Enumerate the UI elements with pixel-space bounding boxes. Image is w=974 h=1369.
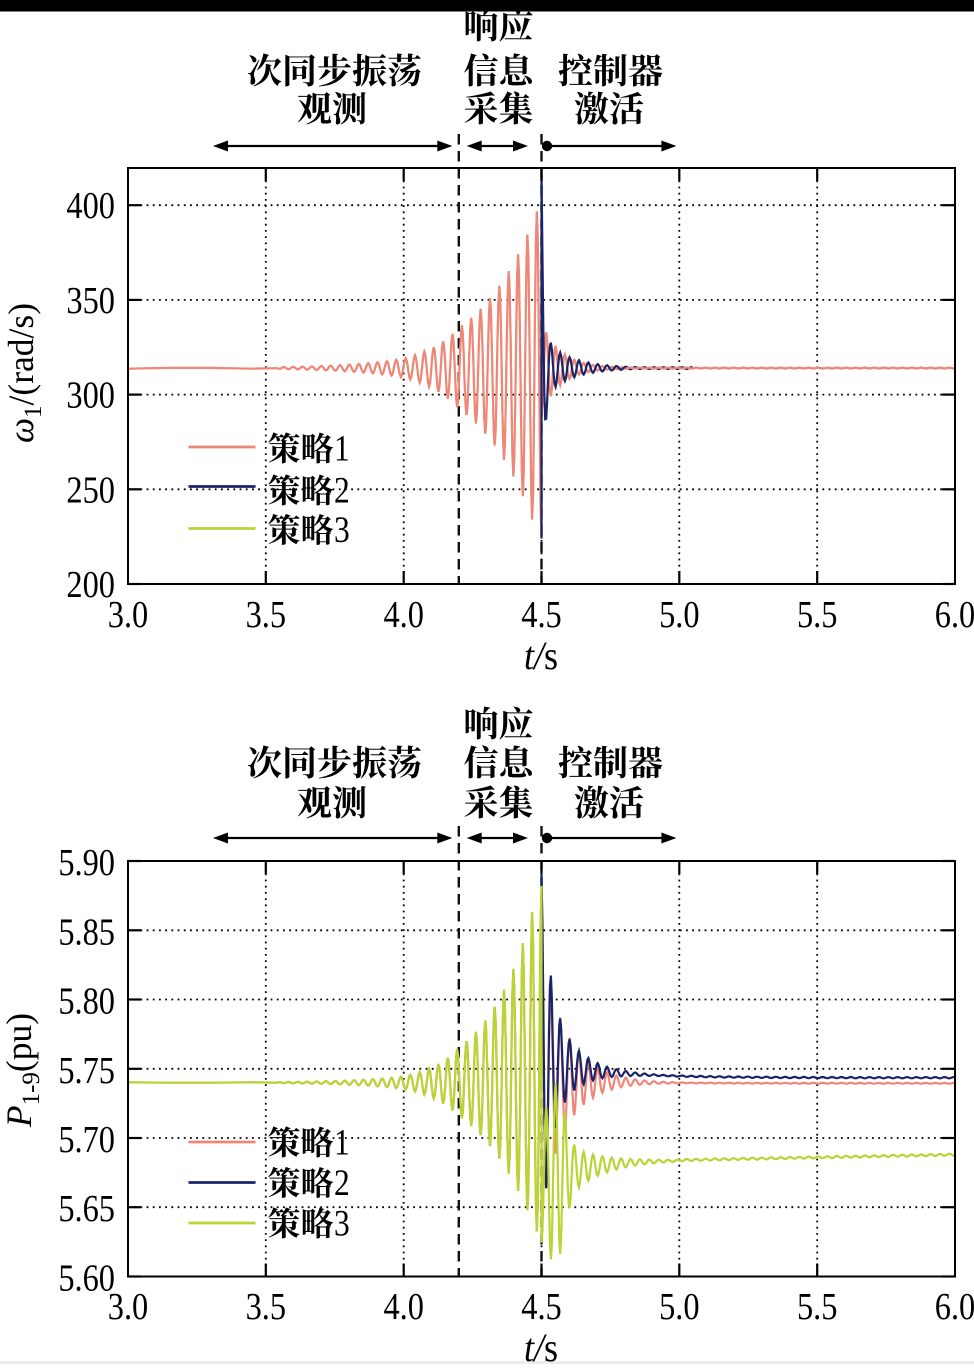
svg-text:5.80: 5.80 [58, 979, 115, 1022]
svg-text:3.0: 3.0 [108, 593, 148, 636]
svg-text:6.0: 6.0 [935, 1285, 974, 1328]
svg-text:3: 3 [334, 510, 350, 551]
svg-text:4.5: 4.5 [521, 593, 561, 636]
svg-text:1: 1 [334, 428, 350, 469]
svg-text:5.90: 5.90 [58, 841, 115, 884]
svg-text:2: 2 [334, 1163, 350, 1204]
svg-text:200: 200 [66, 563, 115, 606]
svg-text:P1-9(pu): P1-9(pu) [0, 1013, 45, 1128]
svg-text:5.65: 5.65 [58, 1187, 115, 1230]
svg-text:ω1/(rad/s): ω1/(rad/s) [1, 303, 47, 443]
svg-text:t/s: t/s [524, 634, 558, 678]
svg-text:5.0: 5.0 [659, 593, 699, 636]
svg-text:3.0: 3.0 [108, 1285, 148, 1328]
svg-text:3: 3 [334, 1203, 350, 1244]
svg-text:3.5: 3.5 [246, 593, 286, 636]
svg-text:1: 1 [334, 1122, 350, 1163]
svg-text:5.85: 5.85 [58, 910, 115, 953]
svg-text:300: 300 [66, 373, 115, 416]
svg-text:350: 350 [66, 278, 115, 321]
svg-text:2: 2 [334, 470, 350, 511]
svg-text:400: 400 [66, 184, 115, 227]
svg-text:3.5: 3.5 [246, 1285, 286, 1328]
svg-text:4.0: 4.0 [383, 1285, 423, 1328]
svg-text:6.0: 6.0 [935, 593, 974, 636]
svg-text:4.0: 4.0 [383, 593, 423, 636]
svg-text:4.5: 4.5 [521, 1285, 561, 1328]
svg-text:5.5: 5.5 [797, 1285, 837, 1328]
svg-text:250: 250 [66, 468, 115, 511]
svg-text:5.0: 5.0 [659, 1285, 699, 1328]
svg-text:5.5: 5.5 [797, 593, 837, 636]
svg-text:5.75: 5.75 [58, 1048, 115, 1091]
svg-text:5.60: 5.60 [58, 1256, 115, 1299]
svg-text:t/s: t/s [524, 1326, 558, 1364]
svg-text:5.70: 5.70 [58, 1118, 115, 1161]
